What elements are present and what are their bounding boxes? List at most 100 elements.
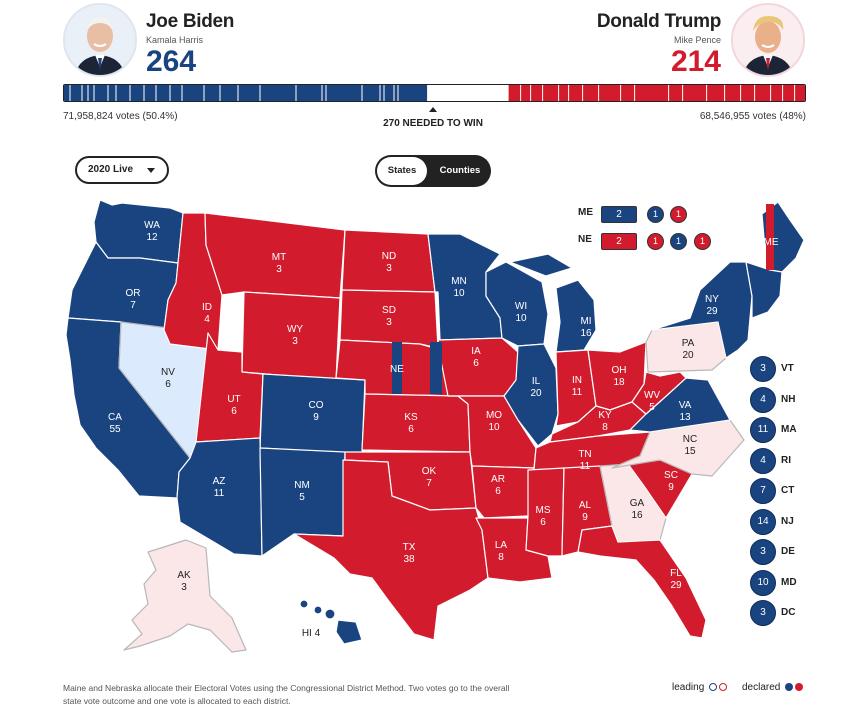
small-state-label: RI <box>781 454 791 466</box>
small-state-label: NJ <box>781 515 794 527</box>
state-label-ga: GA <box>630 498 645 509</box>
small-state-md[interactable]: 10 MD <box>750 569 810 596</box>
state-label-ak: AK <box>177 570 191 581</box>
state-ak[interactable] <box>123 539 247 653</box>
state-il[interactable] <box>503 343 559 447</box>
state-wv[interactable] <box>631 371 687 415</box>
legend-leading-label: leading <box>672 682 705 693</box>
state-label-co: CO <box>309 400 324 411</box>
small-state-de[interactable]: 3 DE <box>750 539 810 565</box>
state-ev-wa: 12 <box>146 232 158 243</box>
state-ev-id: 4 <box>204 314 210 325</box>
state-label-nm: NM <box>294 480 310 491</box>
state-label-wi: WI <box>515 301 527 312</box>
state-ev-fl: 29 <box>670 580 682 591</box>
state-mi[interactable] <box>509 253 597 353</box>
small-state-vt[interactable]: 3 VT <box>750 356 810 382</box>
state-ev-al: 9 <box>582 512 588 523</box>
state-label-va: VA <box>679 400 692 411</box>
small-state-ev: 7 <box>750 478 776 504</box>
state-ev-ks: 6 <box>408 424 414 435</box>
ne-district-label: NE <box>578 234 592 245</box>
state-ev-nc: 15 <box>684 446 696 457</box>
state-tx[interactable] <box>293 459 489 641</box>
state-label-me: ME <box>764 237 779 248</box>
small-state-label: MA <box>781 424 797 435</box>
rep-electoral-votes: 214 <box>670 45 721 78</box>
state-nc[interactable] <box>611 419 745 477</box>
small-state-ev: 3 <box>750 600 776 626</box>
legend-leading: leading <box>672 682 728 693</box>
view-toggle[interactable]: States Counties <box>375 155 491 187</box>
dem-electoral-votes: 264 <box>146 45 197 78</box>
legend-declared-label: declared <box>742 682 781 693</box>
state-ev-co: 9 <box>313 412 319 423</box>
leading-dem-swatch <box>709 683 718 691</box>
small-state-dc[interactable]: 3 DC <box>750 600 810 626</box>
small-state-label: DE <box>781 546 795 557</box>
state-wa[interactable] <box>93 199 184 264</box>
state-ev-az: 11 <box>214 488 225 499</box>
small-state-ev: 10 <box>750 569 776 596</box>
state-ev-sd: 3 <box>386 317 392 328</box>
state-ev-ny: 29 <box>706 306 718 317</box>
majority-marker <box>429 107 437 112</box>
ne-cd3-votes: 1 <box>694 233 711 250</box>
state-label-in: IN <box>572 375 582 386</box>
state-label-tn: TN <box>578 449 591 460</box>
us-electoral-map: WA12OR7CA55NV6ID4MT3WY3UT6CO9AZ11NM5ND3S… <box>65 199 805 653</box>
ne-cd2-votes: 1 <box>670 233 687 250</box>
state-hi[interactable] <box>299 599 363 645</box>
state-ar[interactable] <box>471 465 535 519</box>
me-cd1-votes: 1 <box>647 206 664 223</box>
state-ev-mn: 10 <box>453 288 465 299</box>
small-state-nj[interactable]: 14 NJ <box>750 508 810 535</box>
ne-cd1-votes: 1 <box>647 233 664 250</box>
state-label-nv: NV <box>161 367 175 378</box>
state-ev-ok: 7 <box>426 478 432 489</box>
small-state-ct[interactable]: 7 CT <box>750 478 810 504</box>
state-ev-mi: 16 <box>580 328 592 339</box>
state-label-il: IL <box>532 376 541 387</box>
state-fl[interactable] <box>577 525 707 639</box>
state-label-ny: NY <box>705 294 719 305</box>
rep-candidate-name: Donald Trump <box>596 11 721 32</box>
state-label-ca: CA <box>108 412 122 423</box>
state-label-wa: WA <box>144 220 160 231</box>
state-label-wy: WY <box>287 324 303 335</box>
state-label-or: OR <box>126 288 141 299</box>
small-state-ri[interactable]: 4 RI <box>750 447 810 474</box>
state-label-id: ID <box>202 302 212 313</box>
small-state-nh[interactable]: 4 NH <box>750 386 810 413</box>
year-select[interactable]: 2020 Live <box>75 156 169 184</box>
state-label-tx: TX <box>403 542 416 553</box>
me-district-label: ME <box>578 207 593 218</box>
state-ev-ar: 6 <box>495 486 501 497</box>
state-ks[interactable] <box>361 393 471 453</box>
small-state-ev: 11 <box>750 417 776 443</box>
state-label-la: LA <box>495 540 508 551</box>
state-label-ok: OK <box>422 466 437 477</box>
state-ev-wv: 5 <box>649 402 655 413</box>
electoral-bar-segments <box>64 85 805 101</box>
state-ev-ga: 16 <box>631 510 643 521</box>
state-wy[interactable] <box>241 291 341 381</box>
small-state-label: DC <box>781 607 796 618</box>
me-cd2-votes: 1 <box>670 206 687 223</box>
ne-statewide-votes: 2 <box>601 233 637 250</box>
district-method-footnote: Maine and Nebraska allocate their Electo… <box>63 683 510 706</box>
state-ev-tx: 38 <box>403 554 415 565</box>
small-state-ev: 4 <box>750 386 776 413</box>
dem-running-mate: Kamala Harris <box>146 35 204 45</box>
small-state-ma[interactable]: 11 MA <box>750 417 810 443</box>
view-option-states[interactable]: States <box>377 157 427 185</box>
view-option-counties[interactable]: Counties <box>439 165 481 176</box>
dem-popular-vote: 71,958,824 votes (50.4%) <box>63 111 178 122</box>
declared-dem-swatch <box>785 683 794 691</box>
ne-district-stripe <box>392 342 402 394</box>
state-ev-ut: 6 <box>231 406 237 417</box>
chevron-down-icon <box>147 168 155 173</box>
state-label-nc: NC <box>683 434 697 445</box>
needed-to-win-label: 270 NEEDED TO WIN <box>383 118 483 129</box>
small-state-label: NH <box>781 393 796 405</box>
